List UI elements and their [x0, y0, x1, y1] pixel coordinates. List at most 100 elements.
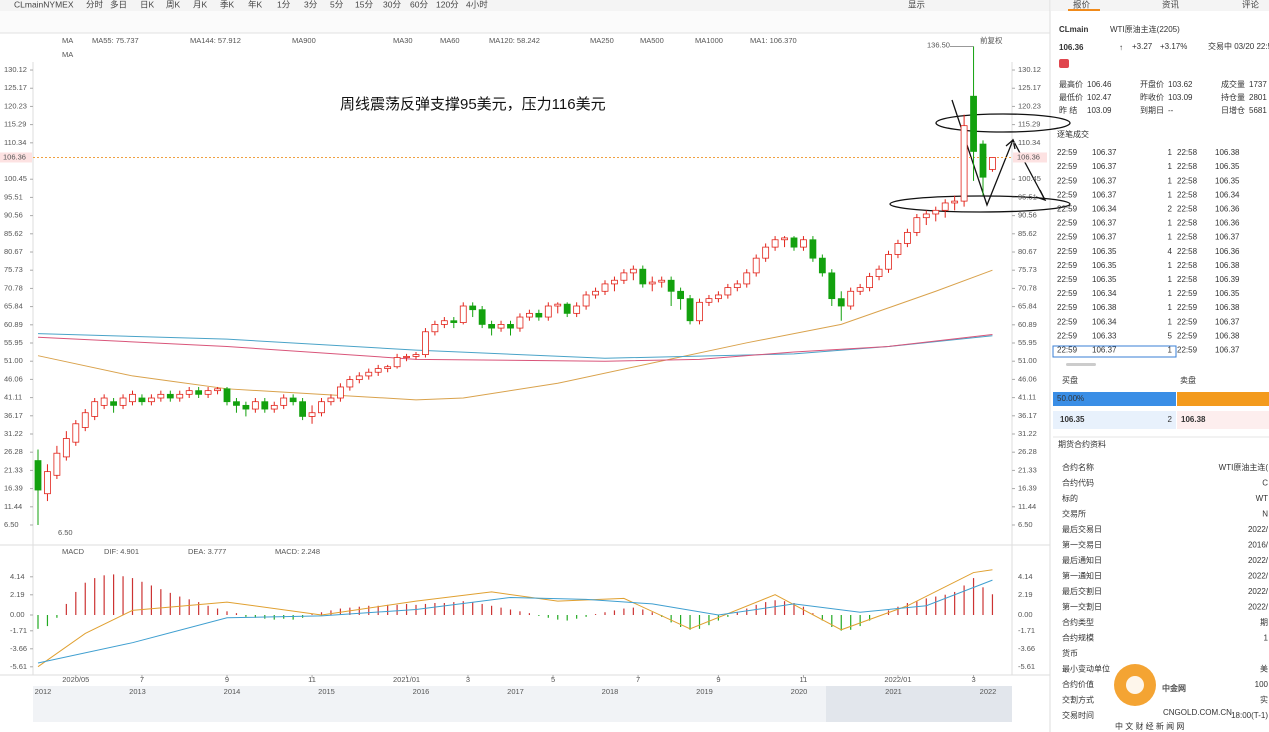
info-label: 最后交割日 — [1062, 586, 1102, 596]
tick-time: 22:59 — [1177, 331, 1198, 340]
tick-volume: 1 — [1168, 190, 1173, 199]
period-tab[interactable]: 多日 — [110, 0, 127, 9]
period-tab[interactable]: 60分 — [410, 0, 428, 9]
y-tick-label: 6.50 — [4, 520, 19, 529]
macd-label: MACD — [62, 547, 85, 556]
info-value: 2016/ — [1248, 541, 1269, 550]
tick-price: 106.37 — [1092, 219, 1117, 228]
tick-time: 22:58 — [1177, 219, 1198, 228]
y-tick-label: 65.84 — [1018, 302, 1037, 311]
period-tab[interactable]: 周K — [166, 0, 181, 9]
tick-time: 22:58 — [1177, 176, 1198, 185]
tick-volume: 1 — [1168, 303, 1173, 312]
favorite-icon[interactable] — [1059, 59, 1069, 68]
candle-body — [885, 254, 892, 270]
info-label: 交易所 — [1062, 509, 1086, 519]
tick-volume: 1 — [1168, 275, 1173, 284]
macd-legend: DEA: 3.777 — [188, 547, 226, 556]
ma-legend: MA250 — [590, 36, 614, 45]
period-tab[interactable]: 日K — [140, 0, 155, 9]
candle-body — [53, 452, 61, 476]
ma-legend: MA55: 75.737 — [92, 36, 139, 45]
candle-body — [242, 404, 250, 410]
y-tick-label: 80.67 — [4, 247, 23, 256]
adjust-button[interactable]: 前复权 — [980, 35, 1003, 45]
y-tick-label: 11.44 — [4, 502, 22, 511]
tick-time: 22:59 — [1057, 331, 1078, 340]
candle-body — [507, 324, 514, 329]
info-label: 合约类型 — [1062, 617, 1094, 627]
candle-body — [743, 272, 751, 285]
panel-tab[interactable]: 资讯 — [1162, 0, 1180, 9]
tick-time: 22:59 — [1177, 289, 1198, 298]
watermark-slogan: 中 文 财 经 新 闻 网 — [1115, 721, 1184, 731]
candle-body — [696, 301, 703, 322]
candle-body — [989, 157, 996, 170]
tick-time: 22:58 — [1177, 148, 1198, 157]
candle-body — [875, 268, 883, 277]
display-button[interactable]: 显示 — [908, 0, 925, 9]
y-tick-label: -3.66 — [10, 644, 27, 653]
info-value: 实 — [1260, 695, 1268, 705]
stat-label: 到期日 — [1140, 106, 1164, 115]
candle-body — [516, 316, 524, 329]
stat-label: 成交量 — [1221, 79, 1245, 89]
tick-price: 106.37 — [1092, 148, 1117, 157]
tick-time: 22:58 — [1177, 190, 1198, 199]
candle-body — [960, 125, 968, 202]
panel-tab[interactable]: 报价 — [1073, 0, 1091, 9]
candle-body — [894, 243, 902, 255]
candle-body — [828, 272, 836, 300]
y-tick-label: 26.28 — [1018, 447, 1037, 456]
info-value: 期 — [1260, 618, 1268, 627]
candle-body — [327, 397, 335, 403]
y-tick-label: -1.71 — [10, 626, 27, 635]
period-tab[interactable]: 3分 — [304, 0, 318, 9]
candle-body — [762, 246, 770, 259]
info-label: 最后通知日 — [1062, 555, 1102, 565]
candle-body — [573, 305, 581, 314]
tick-price: 106.38 — [1215, 261, 1240, 270]
tick-time: 22:59 — [1057, 275, 1078, 284]
y-tick-label: 2.19 — [10, 590, 25, 599]
tick-time: 22:59 — [1057, 346, 1078, 355]
period-tab[interactable]: 4小时 — [466, 0, 488, 9]
navigator-window[interactable] — [826, 686, 1012, 722]
tick-time: 22:59 — [1057, 148, 1078, 157]
candle-body — [658, 279, 666, 283]
y-tick-label: 21.33 — [4, 465, 23, 474]
navigator-year: 2012 — [35, 687, 52, 696]
candle-body — [497, 324, 505, 329]
tick-price: 106.37 — [1092, 176, 1117, 185]
candle-body — [289, 397, 297, 403]
period-tab[interactable]: 120分 — [436, 0, 459, 9]
period-tab[interactable]: 季K — [220, 0, 235, 9]
tick-time: 22:59 — [1057, 205, 1078, 214]
candle-body — [72, 423, 80, 443]
candle-body — [308, 412, 316, 417]
period-tab[interactable]: 分时 — [86, 0, 104, 9]
y-tick-label: 125.17 — [1018, 83, 1041, 92]
stat-value: 106.46 — [1087, 80, 1112, 89]
candle-body — [100, 397, 108, 406]
tick-highlight — [1052, 345, 1177, 358]
period-tab[interactable]: 30分 — [383, 0, 401, 9]
tick-volume: 1 — [1168, 317, 1173, 326]
candle-body — [847, 290, 855, 307]
info-value: 2022/ — [1248, 603, 1269, 612]
bid-volume: 2 — [1168, 415, 1173, 424]
candle-body — [866, 276, 873, 289]
navigator-year: 2017 — [507, 687, 524, 696]
panel-tab[interactable]: 评论 — [1242, 0, 1260, 9]
ma-legend: MA500 — [640, 36, 664, 45]
period-tab[interactable]: 月K — [193, 0, 208, 9]
period-tab[interactable]: 5分 — [330, 0, 344, 9]
period-tab[interactable]: 15分 — [355, 0, 373, 9]
y-tick-label: 90.56 — [4, 211, 23, 220]
period-tab[interactable]: 1分 — [277, 0, 291, 9]
candle-body — [563, 303, 571, 314]
symbol[interactable]: CLmainNYMEX — [14, 0, 74, 9]
stat-value: -- — [1168, 106, 1174, 115]
period-tab[interactable]: 年K — [248, 0, 263, 9]
scrollbar[interactable] — [1066, 363, 1096, 366]
